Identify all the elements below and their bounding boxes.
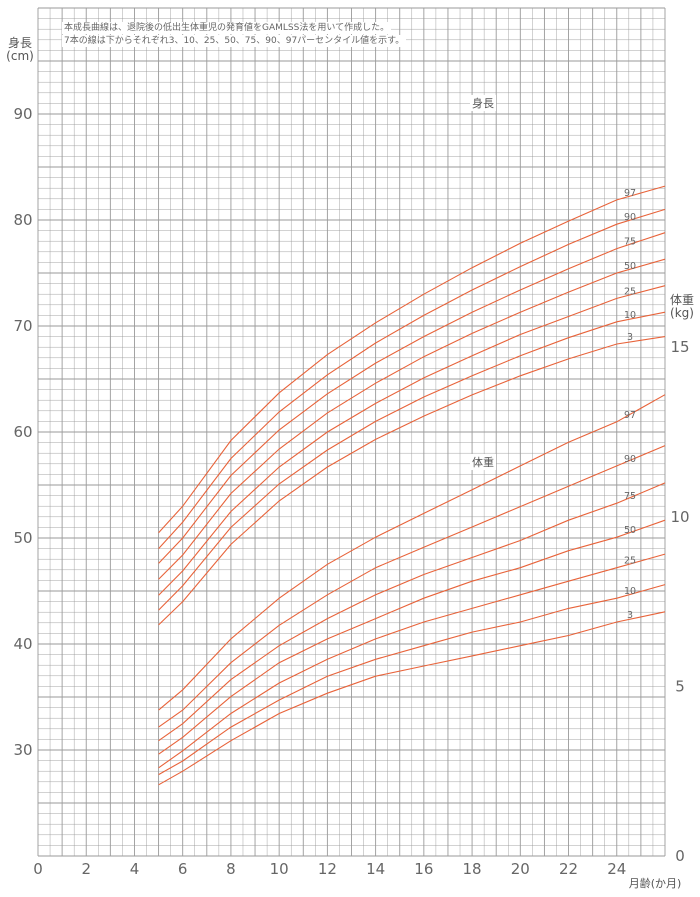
height-curve-p75 [158, 232, 666, 564]
height-percentile-label: 25 [624, 286, 636, 297]
weight-curve-p75 [158, 482, 666, 742]
x-tick-label: 8 [226, 860, 236, 878]
weight-percentile-label: 50 [624, 525, 636, 536]
x-tick-label: 24 [607, 860, 626, 878]
right-axis-unit: (kg) [670, 306, 694, 320]
weight-percentile-label: 90 [624, 454, 636, 465]
weight-curve-p10 [158, 584, 666, 776]
x-tick-label: 14 [366, 860, 385, 878]
height-percentile-label: 97 [624, 188, 636, 199]
weight-tick-label: 15 [670, 338, 689, 356]
height-curve-p3 [158, 336, 666, 626]
x-tick-label: 2 [81, 860, 91, 878]
x-tick-label: 4 [130, 860, 140, 878]
left-axis-title: 身長 (cm) [2, 37, 38, 63]
height-tick-label: 90 [13, 105, 32, 123]
right-axis-title: 体重 (kg) [664, 294, 700, 320]
weight-tick-label: 5 [675, 677, 685, 695]
chart-note-2: 7本の線は下からそれぞれ3、10、25、50、75、90、97パーセンタイル値を… [62, 35, 407, 47]
height-curve-p10 [158, 311, 666, 611]
x-tick-label: 0 [33, 860, 43, 878]
height-tick-label: 60 [13, 423, 32, 441]
weight-curve-p25 [158, 553, 666, 769]
chart-grid [37, 7, 666, 857]
x-tick-label: 6 [178, 860, 188, 878]
axis-ticks: 0 2 4 6 8 10 12 14 16 18 20 22 243040506070809005101… [13, 105, 689, 878]
weight-percentile-label: 97 [624, 410, 636, 421]
percentile-curves [158, 185, 666, 786]
height-percentile-label: 75 [624, 237, 636, 248]
right-axis-title-text: 体重 [669, 293, 694, 307]
height-curve-p90 [158, 208, 666, 549]
x-tick-label: 22 [559, 860, 578, 878]
height-curve-p97 [158, 185, 666, 534]
weight-percentile-label: 25 [624, 556, 636, 567]
weight-percentile-label: 75 [624, 491, 636, 502]
x-tick-label: 20 [511, 860, 530, 878]
percentile-labels: 3 10 25 50 75 90 97 3 10 25 50 75 90 97 [624, 188, 636, 621]
height-tick-label: 30 [13, 741, 32, 759]
height-tick-label: 40 [13, 635, 32, 653]
x-tick-label: 18 [463, 860, 482, 878]
height-percentile-label: 10 [624, 310, 636, 321]
height-percentile-label: 50 [624, 261, 636, 272]
weight-percentile-label: 10 [624, 586, 636, 597]
weight-percentile-label: 3 [627, 610, 633, 621]
height-curve-p25 [158, 285, 666, 596]
weight-curve-p97 [158, 394, 666, 711]
weight-curve-p50 [158, 519, 666, 755]
left-axis-unit: (cm) [6, 49, 34, 63]
left-axis-title-text: 身長 [7, 36, 32, 50]
x-tick-label: 10 [270, 860, 289, 878]
weight-curve-p3 [158, 611, 666, 786]
height-curve-p50 [158, 258, 666, 580]
weight-curve-p90 [158, 445, 666, 728]
height-tick-label: 50 [13, 529, 32, 547]
height-tick-label: 70 [13, 317, 32, 335]
weight-section-label: 体重 [470, 454, 496, 470]
weight-tick-label: 10 [670, 508, 689, 526]
height-percentile-label: 3 [627, 332, 633, 343]
height-section-label: 身長 [470, 95, 496, 111]
x-tick-label: 16 [414, 860, 433, 878]
height-percentile-label: 90 [624, 212, 636, 223]
height-tick-label: 80 [13, 211, 32, 229]
chart-note-1: 本成長曲線は、退院後の低出生体重児の発育値をGAMLSS法を用いて作成した。 [62, 22, 392, 34]
x-tick-label: 12 [318, 860, 337, 878]
x-axis-title: 月齢(か月) [628, 877, 682, 890]
weight-tick-label: 0 [675, 847, 685, 865]
